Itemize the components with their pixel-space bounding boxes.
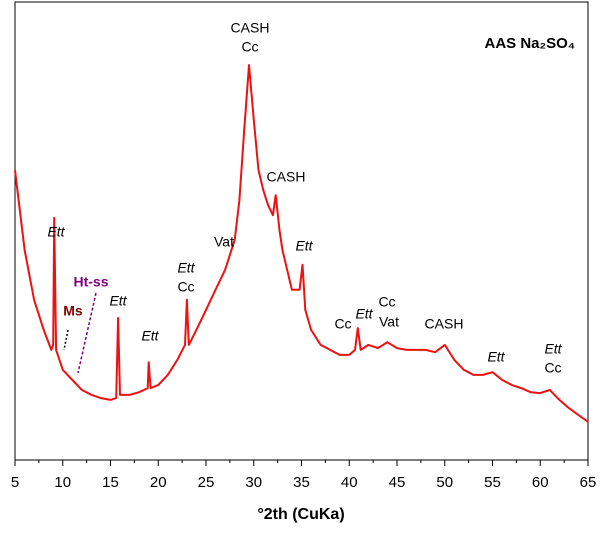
pattern-line xyxy=(14,64,589,423)
annotation: CASH xyxy=(425,316,464,332)
x-tick-label: 5 xyxy=(11,474,19,491)
annotation: Ms xyxy=(63,303,83,319)
annotation: Cc xyxy=(241,39,258,55)
ht-pointer xyxy=(77,292,97,374)
x-tick-label: 50 xyxy=(436,474,453,491)
x-tick-label: 25 xyxy=(198,474,215,491)
annotation: Cc xyxy=(334,316,351,332)
x-tick-label: 60 xyxy=(532,474,549,491)
x-tick-label: 10 xyxy=(54,474,71,491)
annotation: Vat xyxy=(214,234,234,250)
annotation: CASH xyxy=(231,20,270,36)
annotation: CASH xyxy=(267,169,306,185)
annotation: Ett xyxy=(47,224,65,240)
annotation: Cc xyxy=(544,360,561,376)
x-tick-label: 45 xyxy=(389,474,406,491)
x-tick-label: 65 xyxy=(580,474,597,491)
ms-pointer xyxy=(63,329,69,351)
annotation: Cc xyxy=(177,279,194,295)
x-tick-label: 55 xyxy=(484,474,501,491)
annotation: Ett xyxy=(177,260,195,276)
x-tick-label: 15 xyxy=(102,474,119,491)
chart-title: AAS Na₂SO₄ xyxy=(485,35,576,52)
annotation: Vat xyxy=(379,314,399,330)
annotation: Ht-ss xyxy=(73,274,108,290)
annotation: Ett xyxy=(544,341,562,357)
x-tick-label: 35 xyxy=(293,474,310,491)
x-tick-label: 20 xyxy=(150,474,167,491)
annotation: Ett xyxy=(355,306,373,322)
x-tick-label: 30 xyxy=(245,474,262,491)
plot-frame xyxy=(14,1,589,461)
x-axis-label: °2th (CuKa) xyxy=(257,506,344,523)
x-tick-label: 40 xyxy=(341,474,358,491)
annotation: Ett xyxy=(487,349,505,365)
annotation: Ett xyxy=(141,328,159,344)
annotation: Cc xyxy=(378,294,395,310)
annotation: Ett xyxy=(295,238,313,254)
annotation: Ett xyxy=(109,293,127,309)
